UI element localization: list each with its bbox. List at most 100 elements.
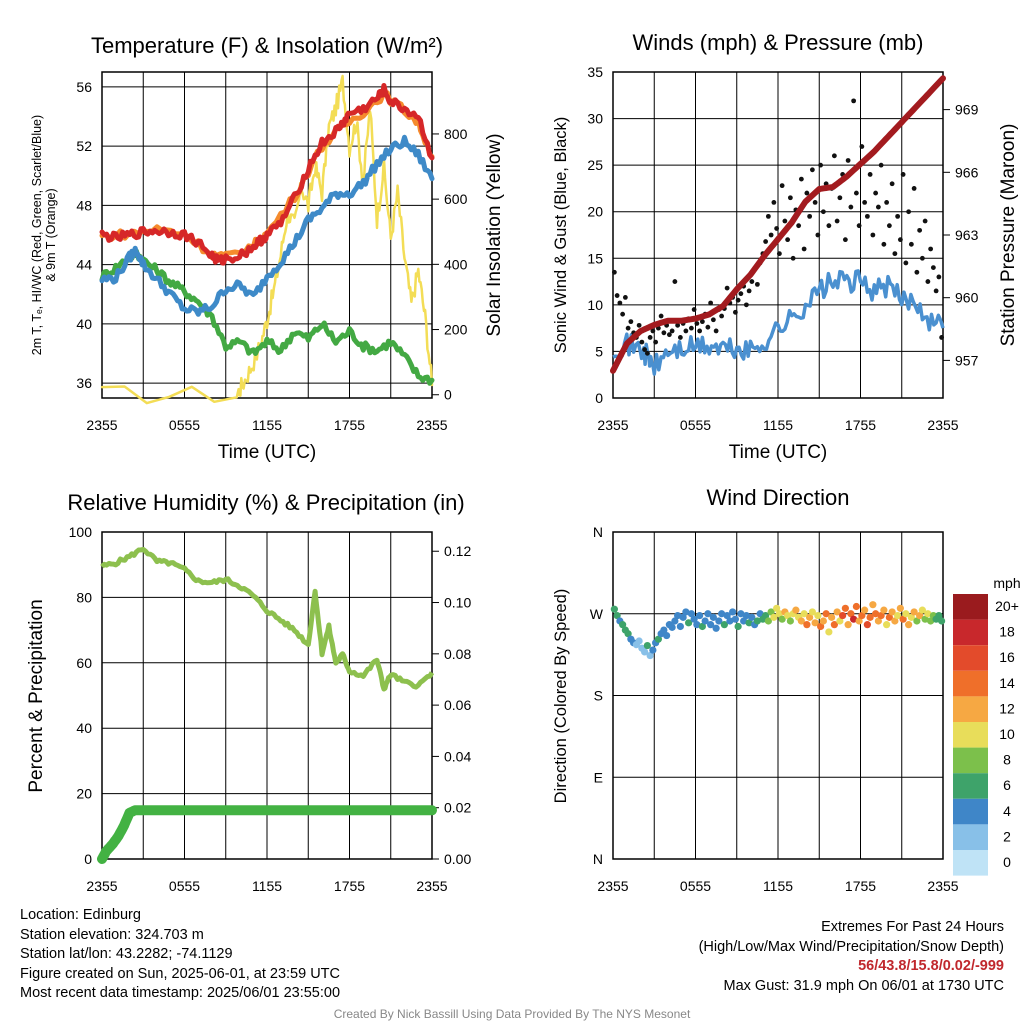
- rh-series-precip: [97, 805, 437, 864]
- gust-point: [774, 226, 780, 231]
- gust-point: [639, 339, 645, 345]
- temp-y2tick-label: 600: [444, 191, 468, 207]
- rh-y2tick-label: 0.00: [444, 851, 471, 867]
- gust-point: [930, 265, 936, 270]
- rh-xtick-label: 2355: [416, 878, 447, 894]
- direction-point: [894, 611, 902, 620]
- direction-point: [654, 635, 662, 643]
- winds-frame: [612, 71, 944, 399]
- gust-point: [785, 237, 791, 243]
- gust-point: [820, 209, 826, 215]
- gust-point: [801, 246, 807, 252]
- rh-ylabel-left: Percent & Precipitation: [26, 599, 47, 792]
- direction-point: [687, 610, 695, 618]
- rh-xtick-label: 1755: [334, 878, 365, 894]
- direction-point: [715, 617, 723, 625]
- gust-point: [845, 158, 851, 163]
- gust-point: [699, 319, 705, 325]
- direction-point: [803, 621, 811, 629]
- temp-ylabel-right: Solar Insolation (Yellow): [484, 133, 505, 336]
- rh-xtick-label: 0555: [169, 878, 200, 894]
- direction-point: [770, 613, 778, 621]
- direction-point: [822, 610, 830, 618]
- wdir-ytick-label: S: [594, 688, 603, 704]
- rh-y2tick-label: 0.10: [444, 595, 471, 611]
- direction-point: [927, 617, 935, 625]
- temp-y2tick-label: 0: [444, 387, 452, 403]
- gust-point: [933, 288, 939, 294]
- rh-ytick-label: 60: [76, 655, 92, 671]
- gust-point: [710, 317, 716, 323]
- legend-label: 8: [1003, 752, 1011, 768]
- direction-point: [701, 617, 709, 625]
- gust-point: [743, 302, 749, 308]
- gust-point: [826, 223, 832, 229]
- wdir-xtick-label: 1755: [845, 878, 876, 894]
- direction-point: [896, 604, 904, 612]
- winds-xtick-label: 0555: [680, 417, 711, 433]
- direction-point: [819, 617, 827, 625]
- temp-ytick-label: 44: [76, 257, 92, 273]
- wdir-title: Wind Direction: [706, 485, 849, 510]
- rh-ytick-label: 0: [84, 851, 92, 867]
- wdir-ytick-label: N: [593, 851, 603, 867]
- winds-ylabel-left: Sonic Wind & Gust (Blue, Black): [552, 117, 570, 354]
- direction-point: [709, 613, 717, 621]
- direction-point: [899, 615, 907, 623]
- direction-point: [712, 624, 720, 632]
- gust-point: [644, 350, 650, 356]
- temp-xtick-label: 1755: [334, 417, 365, 433]
- direction-point: [877, 611, 885, 620]
- gust-point: [776, 251, 782, 257]
- wdir-xtick-label: 2355: [597, 878, 628, 894]
- direction-point: [748, 613, 756, 621]
- direction-point: [731, 615, 739, 623]
- direction-point: [786, 617, 794, 625]
- rh-ytick-label: 80: [76, 589, 92, 605]
- gust-point: [928, 246, 934, 252]
- gust-point: [815, 232, 821, 238]
- gust-point: [771, 200, 777, 205]
- wdir-xtick-label: 2355: [927, 878, 958, 894]
- gust-point: [782, 218, 788, 224]
- extremes-subtitle: (High/Low/Max Wind/Precipitation/Snow De…: [698, 938, 1004, 955]
- direction-point: [685, 619, 693, 627]
- legend-label: 20+: [995, 598, 1019, 614]
- gust-point: [708, 300, 714, 306]
- gust-point: [735, 297, 741, 303]
- gust-point: [919, 255, 925, 261]
- winds-ytick-label: 20: [587, 204, 603, 220]
- temp-title: Temperature (F) & Insolation (W/m²): [91, 33, 443, 58]
- gust-point: [653, 339, 659, 345]
- gust-point: [620, 311, 626, 317]
- direction-point: [679, 613, 687, 621]
- rh-y2tick-label: 0.04: [444, 748, 471, 764]
- direction-point: [690, 615, 698, 623]
- gust-point: [925, 279, 931, 284]
- direction-point: [935, 611, 943, 620]
- temp-ytick-label: 56: [76, 79, 92, 95]
- direction-point: [844, 621, 852, 629]
- temp-ytick-label: 52: [76, 138, 92, 154]
- rh-ytick-label: 100: [69, 524, 93, 540]
- wdir-ytick-label: E: [594, 769, 603, 785]
- temp-xtick-label: 1155: [252, 417, 282, 433]
- gust-point: [881, 241, 887, 247]
- gust-point: [831, 153, 837, 159]
- winds-title: Winds (mph) & Pressure (mb): [633, 30, 924, 55]
- winds-ytick-label: 10: [587, 297, 603, 313]
- gust-point: [906, 209, 912, 215]
- temp-xlabel: Time (UTC): [218, 442, 317, 463]
- temp-ytick-label: 48: [76, 197, 92, 213]
- gust-point: [903, 260, 909, 266]
- gust-point: [650, 328, 656, 334]
- direction-point: [734, 622, 742, 631]
- direction-point: [740, 617, 748, 625]
- legend-label: 10: [999, 726, 1015, 742]
- direction-point: [668, 623, 676, 631]
- direction-point: [830, 621, 838, 629]
- gust-point: [886, 223, 892, 229]
- legend-label: 12: [999, 700, 1015, 716]
- direction-point: [764, 617, 772, 625]
- direction-point: [808, 608, 816, 616]
